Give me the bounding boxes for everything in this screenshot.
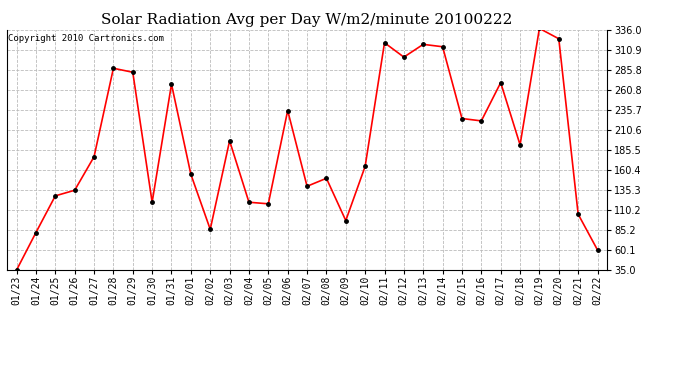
- Title: Solar Radiation Avg per Day W/m2/minute 20100222: Solar Radiation Avg per Day W/m2/minute …: [101, 13, 513, 27]
- Text: Copyright 2010 Cartronics.com: Copyright 2010 Cartronics.com: [8, 34, 164, 43]
